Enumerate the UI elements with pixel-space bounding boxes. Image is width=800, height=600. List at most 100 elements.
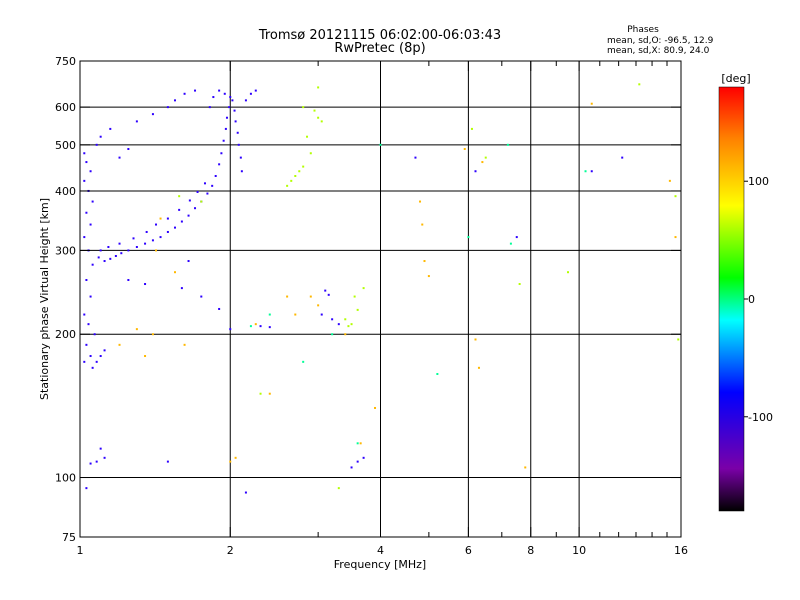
data-point — [178, 195, 181, 198]
data-point — [236, 131, 239, 134]
axis-ticks: 1 2 4 6 8 10 16 75 100 200 300 400 500 600 750 — [55, 55, 688, 557]
data-point — [240, 170, 243, 173]
data-point — [83, 313, 86, 316]
x-tick-label: 8 — [527, 544, 534, 557]
data-point — [298, 170, 301, 173]
data-point — [423, 260, 426, 263]
data-point — [144, 355, 147, 358]
colorbar-tick-label: 0 — [748, 293, 755, 306]
data-point — [286, 184, 289, 187]
data-point — [254, 323, 257, 326]
stats-heading: Phases — [627, 25, 659, 35]
data-point — [194, 207, 197, 210]
data-point — [356, 460, 359, 463]
data-point — [218, 307, 221, 310]
data-point — [173, 271, 176, 274]
data-point — [344, 333, 347, 336]
data-point — [187, 214, 190, 217]
data-point — [87, 323, 90, 326]
y-tick-label: 200 — [55, 328, 76, 341]
data-point — [374, 406, 377, 409]
data-point — [183, 343, 186, 346]
data-point — [309, 152, 312, 155]
data-point — [135, 328, 138, 331]
data-point — [268, 326, 271, 329]
data-point — [584, 170, 587, 173]
data-point — [144, 242, 147, 245]
data-point — [234, 456, 237, 459]
data-point — [194, 89, 197, 92]
data-point — [103, 456, 106, 459]
data-point — [95, 360, 98, 363]
data-point — [89, 170, 92, 173]
data-point — [677, 338, 680, 341]
stats-line-o: mean, sd,O: -96.5, 12.9 — [607, 36, 714, 46]
data-point — [350, 323, 353, 326]
x-tick-label: 4 — [377, 544, 384, 557]
data-point — [206, 192, 209, 195]
data-point — [356, 442, 359, 445]
data-point — [463, 147, 466, 150]
data-point — [239, 156, 242, 159]
data-point — [127, 147, 130, 150]
data-point — [89, 295, 92, 298]
data-point — [421, 223, 424, 226]
data-point — [120, 252, 123, 255]
x-tick-label: 10 — [572, 544, 586, 557]
data-point — [294, 174, 297, 177]
data-point — [89, 223, 92, 226]
data-point — [211, 184, 214, 187]
grid-lines — [80, 61, 681, 537]
data-point — [268, 392, 271, 395]
data-point — [327, 293, 330, 296]
data-point — [93, 333, 96, 336]
data-point — [173, 99, 176, 102]
data-point — [85, 343, 88, 346]
data-point — [208, 106, 211, 109]
colorbar — [718, 86, 745, 512]
data-point — [638, 83, 641, 86]
data-point — [214, 174, 217, 177]
data-point — [414, 156, 417, 159]
data-point — [118, 242, 121, 245]
data-point — [674, 195, 677, 198]
data-point — [188, 199, 191, 202]
data-point — [294, 313, 297, 316]
data-point — [135, 246, 138, 249]
data-point — [118, 156, 121, 159]
data-point — [89, 462, 92, 465]
data-point — [91, 200, 94, 203]
data-point — [187, 260, 190, 263]
data-point — [324, 289, 327, 292]
data-point — [83, 179, 86, 182]
data-point — [114, 255, 117, 258]
data-point — [350, 466, 353, 469]
data-point — [85, 487, 88, 490]
data-point — [302, 106, 305, 109]
data-point — [103, 260, 106, 263]
data-point — [331, 318, 334, 321]
data-point — [127, 279, 130, 282]
data-point — [218, 89, 221, 92]
data-point — [337, 323, 340, 326]
data-point — [524, 466, 527, 469]
data-point — [229, 96, 232, 99]
data-point — [127, 249, 130, 252]
data-point — [159, 236, 162, 239]
data-point — [317, 116, 320, 119]
stats-line-x: mean, sd,X: 80.9, 24.0 — [607, 46, 710, 56]
data-point — [668, 179, 671, 182]
data-point — [268, 313, 271, 316]
y-tick-label: 400 — [55, 185, 76, 198]
data-point — [166, 230, 169, 233]
data-point — [302, 360, 305, 363]
data-point — [567, 271, 570, 274]
data-point — [306, 135, 309, 138]
data-point — [286, 295, 289, 298]
data-point — [331, 333, 334, 336]
data-point — [317, 304, 320, 307]
data-point — [233, 109, 236, 112]
data-points — [83, 83, 680, 494]
colorbar-tick-label: -100 — [748, 411, 773, 424]
